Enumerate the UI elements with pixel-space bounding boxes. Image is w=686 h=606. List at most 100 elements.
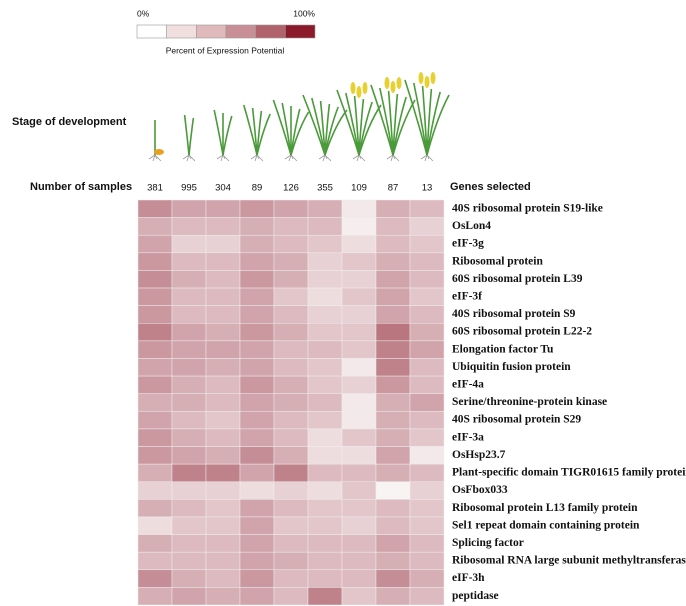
gene-label: eIF-4a [452,379,484,391]
heatmap-cell [172,429,206,447]
heatmap-cell [274,482,308,500]
heatmap-cell [138,570,172,588]
colorbar-swatch [285,25,315,38]
leaf [291,112,309,155]
heatmap-cell [308,499,342,517]
heatmap-cell [342,535,376,553]
colorbar-swatch [137,25,167,38]
gene-label: OsHsp23.7 [452,449,506,461]
gene-label: eIF-3a [452,431,484,443]
heatmap-cell [308,200,342,218]
heatmap-cell [172,200,206,218]
heatmap-cell [206,499,240,517]
sample-count: 355 [317,183,333,194]
heatmap-cell [172,323,206,341]
heatmap-cell [138,270,172,288]
heatmap-cell [342,253,376,271]
heatmap-cell [342,517,376,535]
gene-label: eIF-3h [452,572,485,584]
heatmap-cell [376,411,410,429]
seed [154,149,164,155]
heatmap-cell [240,270,274,288]
heatmap-cell [410,411,444,429]
heatmap-cell [410,288,444,306]
grain-head [425,76,430,88]
heatmap-cell [240,499,274,517]
heatmap-cell [342,341,376,359]
heatmap-cell [240,394,274,412]
heatmap-cell [274,464,308,482]
gene-label: 60S ribosomal protein L22-2 [452,326,592,338]
heatmap-cell [274,270,308,288]
heatmap-cell [376,218,410,236]
heatmap-cell [376,270,410,288]
heatmap-cell [342,447,376,465]
root [257,155,263,161]
colorbar-tick-label: 0% [137,8,150,18]
heatmap-cell [410,306,444,324]
heatmap-cell [342,499,376,517]
heatmap-cell [240,218,274,236]
heatmap-cell [138,499,172,517]
heatmap-cell [342,587,376,605]
stage-illustrations [149,72,449,161]
heatmap-cell [410,270,444,288]
heatmap-cell [410,552,444,570]
heatmap-cell [240,411,274,429]
heatmap-cell [308,482,342,500]
heatmap-cell [308,535,342,553]
heatmap-cell [240,288,274,306]
heatmap-cell [138,482,172,500]
heatmap-cell [206,464,240,482]
grain-head [431,72,436,84]
heatmap-cell [410,218,444,236]
heatmap-cell [172,447,206,465]
heatmap-cell [308,288,342,306]
heatmap-cell [206,288,240,306]
heatmap-cell [376,200,410,218]
heatmap-cell [376,394,410,412]
heatmap-cell [274,218,308,236]
heatmap-cell [342,323,376,341]
root [291,155,297,161]
heatmap-cell [342,411,376,429]
heatmap-cell [376,306,410,324]
heatmap-cell [308,447,342,465]
leaf [223,116,232,155]
heatmap-cell [308,394,342,412]
heatmap-cell [376,587,410,605]
sample-count: 13 [422,183,433,194]
heatmap-cell [240,517,274,535]
sample-count: 126 [283,183,299,194]
heatmap-cell [410,253,444,271]
heatmap-cell [240,200,274,218]
heatmap-cell [274,323,308,341]
heatmap-cell [274,235,308,253]
heatmap-cell [206,570,240,588]
gene-label: Ribosomal protein L13 family protein [452,502,638,514]
heatmap-cell [342,552,376,570]
heatmap-cell [274,447,308,465]
heatmap-cell [240,482,274,500]
colorbar-swatch [167,25,197,38]
heatmap-cell [172,552,206,570]
heatmap-cell [240,253,274,271]
grain-head [363,82,368,94]
heatmap-cell [308,587,342,605]
heatmap-cell [308,570,342,588]
heatmap-cell [138,587,172,605]
sample-count: 89 [252,183,263,194]
heatmap-cell [172,535,206,553]
heatmap-cell [376,376,410,394]
stage-label: Stage of development [12,116,127,128]
heatmap-cell [206,306,240,324]
heatmap-cell [138,394,172,412]
grain-head [397,77,402,89]
heatmap-cell [342,429,376,447]
heatmap-cell [206,341,240,359]
colorbar-swatch [256,25,286,38]
heatmap-cell [138,200,172,218]
heatmap-cell [376,464,410,482]
heatmap-cell [308,552,342,570]
heatmap-cell [172,376,206,394]
